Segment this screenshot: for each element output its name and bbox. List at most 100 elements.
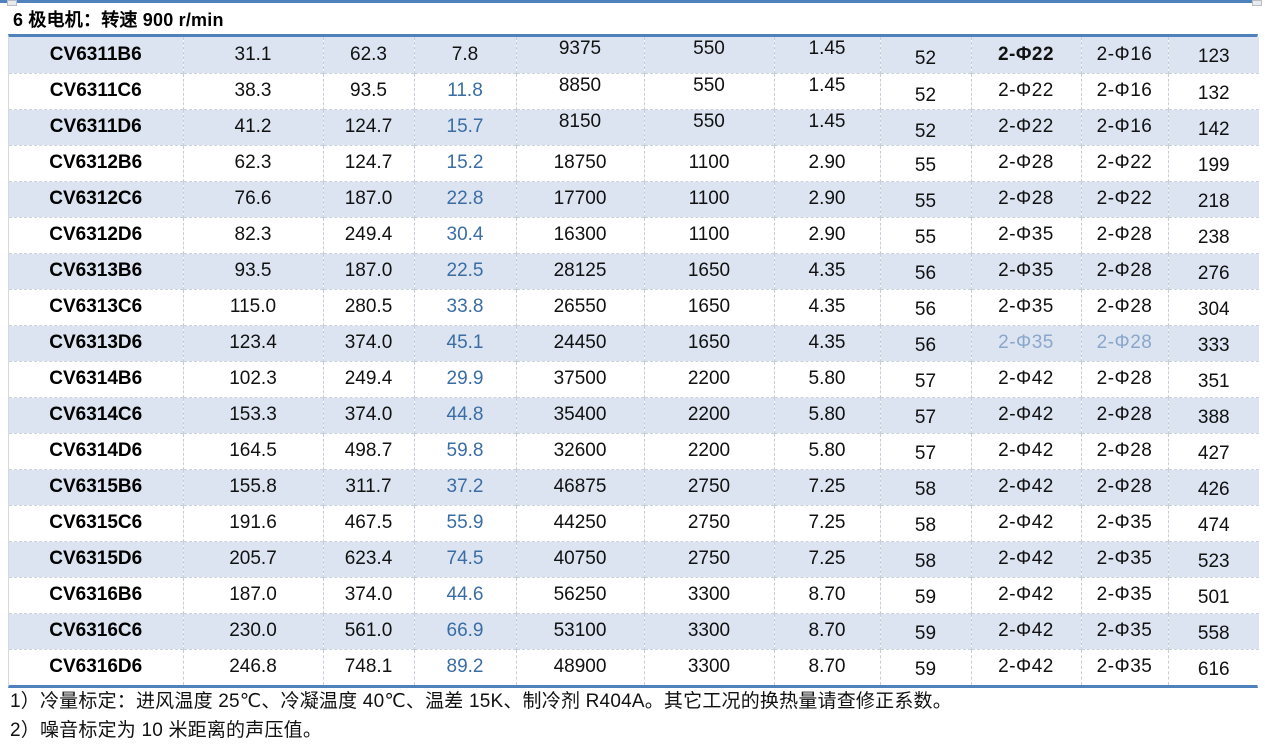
value-cell: 2-Φ22 [1081, 144, 1169, 181]
value-cell: 276 [1168, 252, 1259, 289]
spec-table-container: CV6311B6 31.1 62.3 7.8 9375 550 1.45 52 2-Φ22 2-Φ… [8, 34, 1259, 688]
value-cell: 57 [880, 360, 972, 397]
table-row: CV6314B6 102.3 249.4 29.9 37500 2200 5.80 57 2-Φ… [9, 360, 1259, 397]
value-cell: 205.7 [183, 540, 324, 577]
value-cell: 5.80 [774, 360, 881, 397]
value-cell: 2-Φ42 [971, 432, 1082, 469]
value-cell: 58 [880, 468, 972, 505]
value-cell: 2-Φ22 [971, 108, 1082, 145]
table-row: CV6316D6 246.8 748.1 89.2 48900 3300 8.70 59 2-Φ… [9, 648, 1259, 685]
value-cell: 164.5 [183, 432, 324, 469]
model-cell: CV6313D6 [9, 324, 184, 361]
value-cell: 59 [880, 576, 972, 613]
table-row: CV6313D6 123.4 374.0 45.1 24450 1650 4.35 56 2-Φ… [9, 324, 1259, 361]
value-cell: 280.5 [323, 288, 415, 325]
value-cell: 249.4 [323, 216, 415, 253]
value-cell: 15.2 [414, 144, 517, 181]
value-cell: 4.35 [774, 252, 881, 289]
value-cell: 2-Φ28 [1081, 252, 1169, 289]
value-cell: 8850 [516, 72, 645, 109]
value-cell: 44250 [516, 504, 645, 541]
table-row: CV6313B6 93.5 187.0 22.5 28125 1650 4.35 56 2-Φ3… [9, 252, 1259, 289]
value-cell: 3300 [644, 612, 775, 649]
value-cell: 57 [880, 432, 972, 469]
value-cell: 15.7 [414, 108, 517, 145]
value-cell: 44.6 [414, 576, 517, 613]
value-cell: 4.35 [774, 324, 881, 361]
table-row: CV6315C6 191.6 467.5 55.9 44250 2750 7.25 58 2-Φ… [9, 504, 1259, 541]
value-cell: 56250 [516, 576, 645, 613]
value-cell: 142 [1168, 108, 1259, 145]
model-cell: CV6315C6 [9, 504, 184, 541]
value-cell: 2-Φ28 [1081, 432, 1169, 469]
value-cell: 1100 [644, 144, 775, 181]
value-cell: 82.3 [183, 216, 324, 253]
value-cell: 2-Φ42 [971, 576, 1082, 613]
value-cell: 57 [880, 396, 972, 433]
value-cell: 616 [1168, 648, 1259, 685]
value-cell: 55.9 [414, 504, 517, 541]
value-cell: 53100 [516, 612, 645, 649]
value-cell: 115.0 [183, 288, 324, 325]
value-cell: 7.25 [774, 504, 881, 541]
model-cell: CV6311B6 [9, 37, 184, 73]
table-row: CV6314C6 153.3 374.0 44.8 35400 2200 5.80 57 2-Φ… [9, 396, 1259, 433]
value-cell: 93.5 [183, 252, 324, 289]
value-cell: 550 [644, 72, 775, 109]
value-cell: 28125 [516, 252, 645, 289]
value-cell: 46875 [516, 468, 645, 505]
page-corner-artifact-left [7, 0, 17, 6]
value-cell: 38.3 [183, 72, 324, 109]
footnotes: 1）冷量标定：进风温度 25℃、冷凝温度 40℃、温差 15K、制冷剂 R404… [10, 687, 1258, 745]
value-cell: 2200 [644, 396, 775, 433]
value-cell: 9375 [516, 37, 645, 73]
value-cell: 8150 [516, 108, 645, 145]
value-cell: 55 [880, 144, 972, 181]
value-cell: 40750 [516, 540, 645, 577]
value-cell: 3300 [644, 648, 775, 685]
table-row: CV6311C6 38.3 93.5 11.8 8850 550 1.45 52 2-Φ22 2-… [9, 72, 1259, 109]
value-cell: 2-Φ42 [971, 540, 1082, 577]
value-cell: 44.8 [414, 396, 517, 433]
table-row: CV6316C6 230.0 561.0 66.9 53100 3300 8.70 59 2-Φ… [9, 612, 1259, 649]
value-cell: 474 [1168, 504, 1259, 541]
model-cell: CV6314B6 [9, 360, 184, 397]
value-cell: 58 [880, 540, 972, 577]
value-cell: 123.4 [183, 324, 324, 361]
value-cell: 218 [1168, 180, 1259, 217]
value-cell: 123 [1168, 37, 1259, 73]
model-cell: CV6314D6 [9, 432, 184, 469]
value-cell: 26550 [516, 288, 645, 325]
value-cell: 2-Φ35 [1081, 576, 1169, 613]
value-cell: 2-Φ16 [1081, 72, 1169, 109]
value-cell: 102.3 [183, 360, 324, 397]
value-cell: 32600 [516, 432, 645, 469]
value-cell: 56 [880, 288, 972, 325]
model-cell: CV6313C6 [9, 288, 184, 325]
value-cell: 467.5 [323, 504, 415, 541]
model-cell: CV6315D6 [9, 540, 184, 577]
value-cell: 66.9 [414, 612, 517, 649]
value-cell: 1.45 [774, 37, 881, 73]
value-cell: 7.25 [774, 468, 881, 505]
table-row: CV6311D6 41.2 124.7 15.7 8150 550 1.45 52 2-Φ22 2… [9, 108, 1259, 145]
value-cell: 2-Φ42 [971, 648, 1082, 685]
value-cell: 22.5 [414, 252, 517, 289]
table-row: CV6312B6 62.3 124.7 15.2 18750 1100 2.90 55 2-Φ2… [9, 144, 1259, 181]
value-cell: 55 [880, 216, 972, 253]
value-cell: 2-Φ28 [1081, 360, 1169, 397]
model-cell: CV6313B6 [9, 252, 184, 289]
value-cell: 37500 [516, 360, 645, 397]
value-cell: 8.70 [774, 612, 881, 649]
value-cell: 2-Φ28 [971, 144, 1082, 181]
value-cell: 550 [644, 37, 775, 73]
model-cell: CV6311D6 [9, 108, 184, 145]
value-cell: 2-Φ42 [971, 612, 1082, 649]
value-cell: 59 [880, 612, 972, 649]
value-cell: 501 [1168, 576, 1259, 613]
table-body: CV6311B6 31.1 62.3 7.8 9375 550 1.45 52 2-Φ22 2-Φ… [9, 37, 1259, 685]
value-cell: 1.45 [774, 108, 881, 145]
value-cell: 2-Φ28 [1081, 216, 1169, 253]
model-cell: CV6314C6 [9, 396, 184, 433]
model-cell: CV6312B6 [9, 144, 184, 181]
